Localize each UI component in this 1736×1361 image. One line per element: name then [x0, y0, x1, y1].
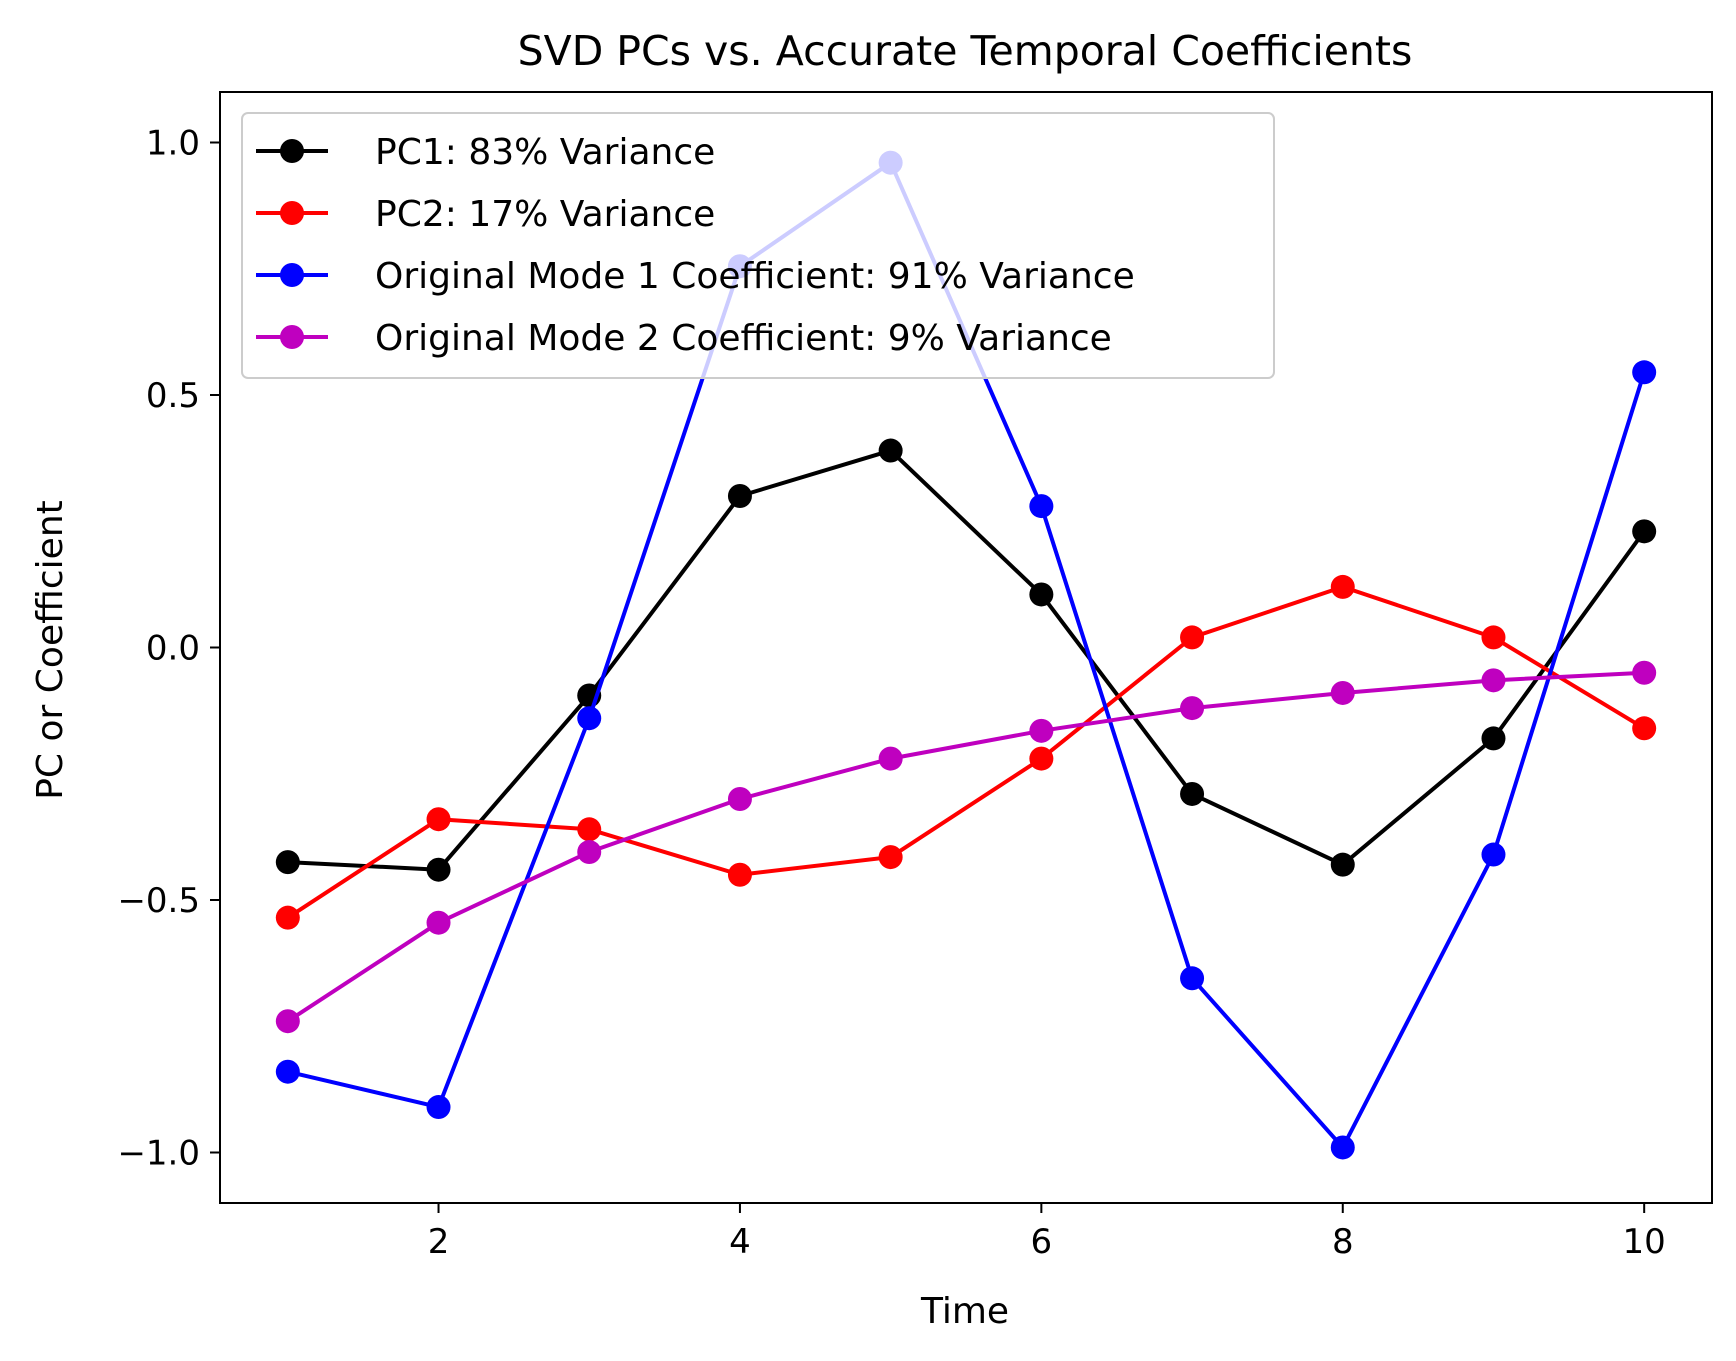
data-point: [1180, 625, 1205, 650]
legend-marker: [280, 325, 304, 349]
series-line: [286, 584, 1646, 920]
y-tick-label: −0.5: [117, 881, 200, 921]
data-point: [577, 840, 602, 865]
legend-label: PC2: 17% Variance: [375, 194, 715, 235]
series-line: [287, 448, 1646, 872]
data-point: [1481, 668, 1506, 693]
data-point: [1632, 660, 1657, 685]
legend-label: Original Mode 2 Coefficient: 9% Variance: [375, 318, 1112, 359]
x-tick-label: 4: [729, 1222, 751, 1262]
legend-item: Original Mode 1 Coefficient: 91% Varianc…: [256, 256, 1135, 297]
data-point: [727, 787, 752, 811]
x-tick-label: 6: [1031, 1222, 1053, 1262]
x-axis: 2 4 6 8 10: [428, 1203, 1666, 1262]
legend-item: PC1: 83% Variance: [256, 132, 715, 173]
y-tick-label: −1.0: [117, 1134, 200, 1174]
data-point: [1180, 781, 1205, 806]
y-axis-label: PC or Coefficient: [30, 500, 71, 800]
data-point: [1180, 966, 1205, 991]
data-point: [727, 862, 752, 887]
data-point: [577, 706, 602, 731]
data-point: [577, 817, 602, 842]
y-tick-label: 1.0: [146, 124, 200, 164]
data-point: [275, 850, 300, 875]
data-point: [878, 438, 903, 463]
data-point: [1632, 716, 1657, 741]
data-point: [1330, 574, 1355, 599]
x-tick-label: 2: [428, 1222, 450, 1262]
legend-item: PC2: 17% Variance: [256, 194, 715, 235]
series-2: [275, 574, 1657, 930]
x-tick-label: 8: [1332, 1222, 1354, 1262]
data-point: [1330, 852, 1355, 877]
data-point: [1330, 680, 1355, 705]
data-point: [275, 905, 300, 930]
legend: PC1: 83% Variance PC2: 17% Variance Origin…: [241, 112, 1275, 379]
series-layer: [275, 150, 1657, 1160]
data-point: [1632, 519, 1657, 544]
data-point: [426, 807, 451, 832]
y-axis: 1.0 0.5 0.0 −0.5 −1.0: [117, 124, 220, 1174]
series-1: [275, 438, 1657, 882]
y-tick-label: 0.0: [146, 629, 200, 669]
data-point: [1029, 582, 1054, 607]
data-point: [426, 857, 451, 882]
legend-marker: [280, 139, 304, 163]
data-point: [1029, 718, 1054, 743]
data-point: [1029, 746, 1054, 771]
data-point: [727, 484, 752, 508]
data-point: [1632, 360, 1657, 385]
legend-item: Original Mode 2 Coefficient: 9% Variance: [256, 318, 1112, 359]
data-point: [1481, 726, 1506, 751]
legend-label: Original Mode 1 Coefficient: 91% Varianc…: [375, 256, 1135, 297]
data-point: [426, 1095, 451, 1120]
data-point: [275, 1009, 300, 1034]
data-point: [1180, 696, 1205, 721]
data-point: [1481, 625, 1506, 650]
data-point: [878, 746, 903, 771]
data-point: [1330, 1135, 1355, 1160]
series-line: [286, 670, 1645, 1023]
y-tick-label: 0.5: [146, 376, 200, 416]
x-axis-label: Time: [920, 1291, 1009, 1332]
data-point: [1481, 842, 1506, 867]
legend-box: [241, 112, 1275, 379]
legend-marker: [280, 263, 304, 287]
data-point: [878, 845, 903, 870]
x-tick-label: 10: [1623, 1222, 1666, 1262]
series-4: [275, 660, 1657, 1034]
data-point: [426, 910, 451, 935]
data-point: [1029, 494, 1054, 519]
chart-title: SVD PCs vs. Accurate Temporal Coefficien…: [518, 27, 1413, 75]
data-point: [275, 1059, 300, 1084]
legend-label: PC1: 83% Variance: [375, 132, 715, 173]
legend-marker: [280, 201, 304, 225]
